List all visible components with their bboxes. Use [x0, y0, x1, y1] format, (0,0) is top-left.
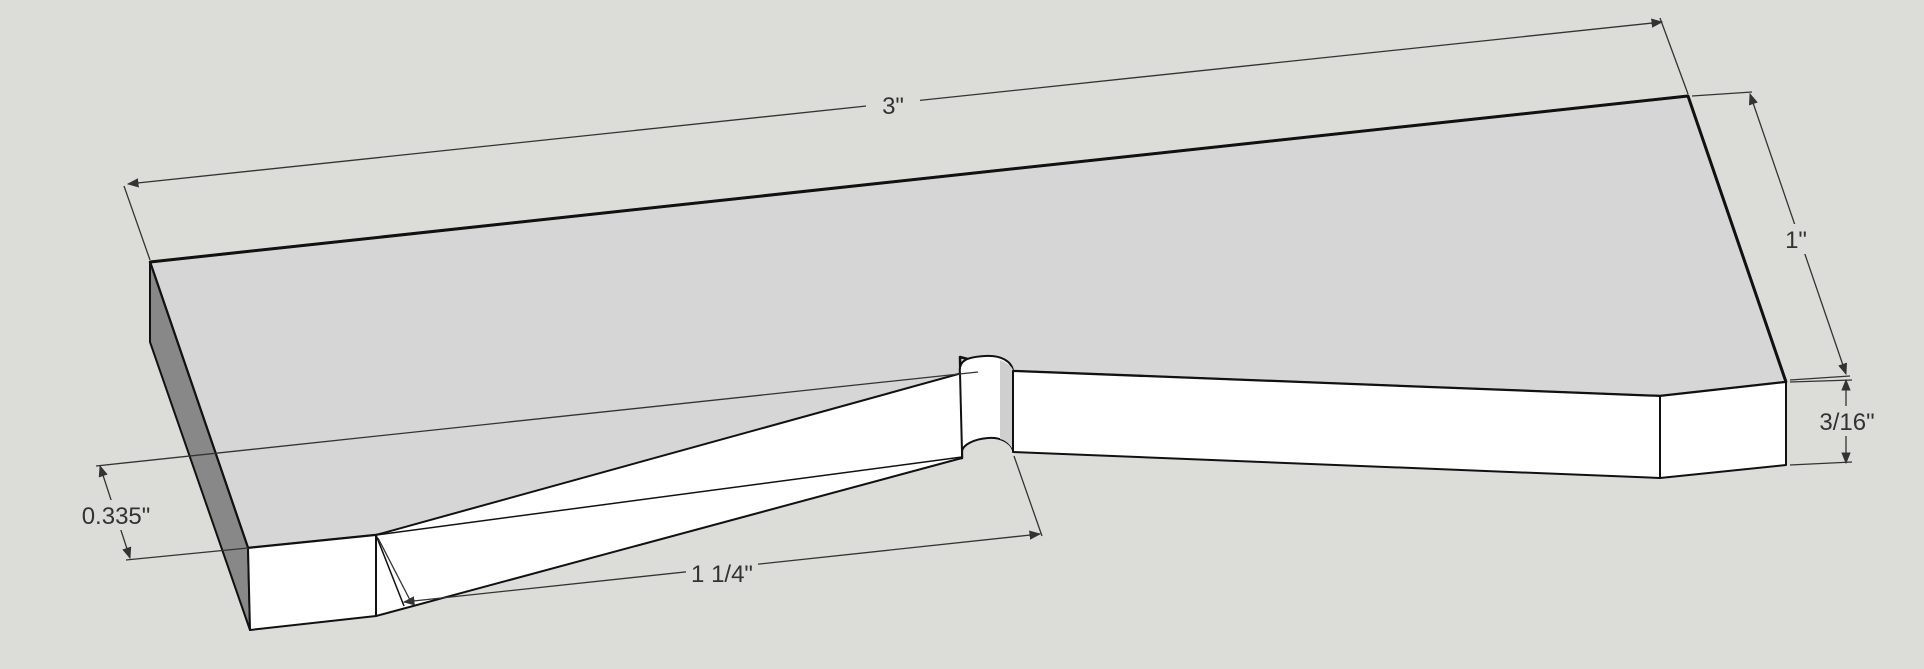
offset-extension-top [95, 371, 979, 467]
offset-extension-bottom [125, 547, 249, 561]
front-face-end [1659, 381, 1787, 479]
offset-label: 0.335" [82, 503, 151, 530]
solid-part[interactable] [148, 94, 1788, 631]
thickness-extension-top [1789, 379, 1853, 383]
width-extension-bottom [1789, 375, 1851, 381]
width-label-bg [1778, 224, 1818, 254]
notch-chamfer-edge [375, 534, 405, 607]
length-extension-left [123, 185, 151, 261]
front-face-left [247, 534, 377, 631]
notch-length-label: 1 1/4" [691, 561, 753, 588]
notch-length-label-bg [686, 558, 758, 588]
notch-length-extension-right [1013, 455, 1043, 537]
length-label-bg [866, 92, 920, 120]
width-label: 1" [1785, 227, 1807, 254]
length-label: 3" [882, 93, 904, 120]
offset-label-bg [72, 500, 158, 530]
notch-inner-edge [375, 456, 963, 536]
top-face [148, 94, 1788, 550]
thickness-label-bg [1814, 406, 1880, 436]
thickness-label: 3/16" [1819, 409, 1874, 436]
width-extension-top [1691, 91, 1753, 97]
thickness-extension-bottom [1789, 461, 1853, 466]
cylinder-shading [1000, 360, 1013, 450]
length-extension-right [1659, 17, 1689, 95]
